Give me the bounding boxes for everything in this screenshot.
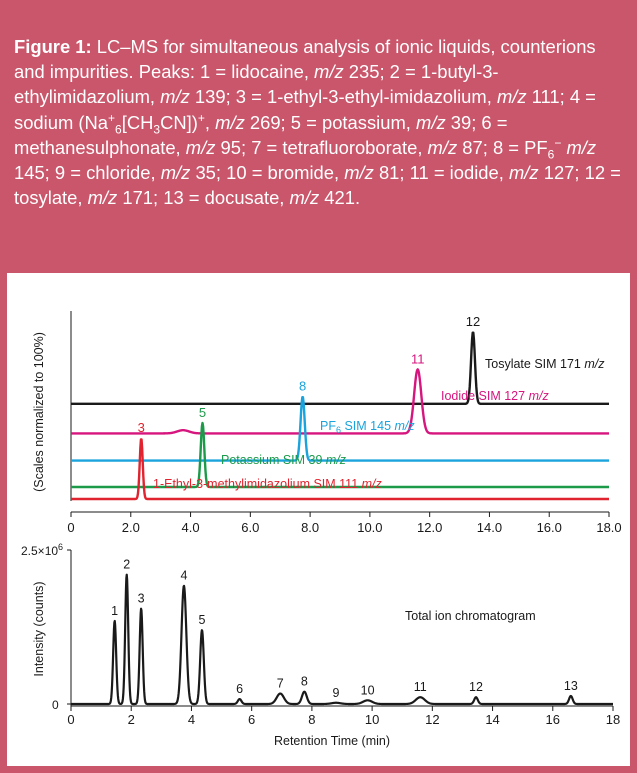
caption-text: m/z (496, 86, 527, 108)
top-x-tick-label: 0 (67, 520, 74, 535)
caption-text: m/z (344, 162, 374, 184)
bottom-x-tick-label: 4 (188, 712, 195, 727)
tic-peak-label: 4 (180, 569, 187, 583)
chart-panel: 0 2.0 4.0 6.0 8.0 10.0 12.0 14.0 16.0 18.0 (Scales… (7, 273, 630, 766)
tic-peak-label: 6 (236, 682, 243, 696)
caption-text: 269; 5 = potassium, (244, 111, 417, 133)
caption-text: m/z (508, 162, 539, 184)
bottom-x-tick-label: 6 (248, 712, 255, 727)
caption-text: CN]) (160, 111, 198, 133)
bottom-x-tick-label: 10 (365, 712, 379, 727)
bottom-x-tick-label: 18 (606, 712, 620, 727)
caption-text: m/z (427, 136, 458, 158)
tic-peak-label: 7 (277, 677, 284, 691)
caption-text: 39; 6 = methanesulphonate, (14, 111, 508, 158)
trace-line (70, 331, 610, 405)
tic-peak-label: 3 (138, 592, 145, 606)
trace-peak-label: 5 (199, 405, 206, 420)
caption-text: m/z (215, 111, 245, 133)
bottom-x-tick-label: 12 (425, 712, 439, 727)
bottom-x-tick-label: 0 (67, 712, 74, 727)
trace-peak-label: 3 (138, 420, 145, 435)
trace-label: 1-Ethyl-3-methylimidazolium SIM 111 m/z (153, 477, 383, 491)
trace-label: Iodide SIM 127 m/z (441, 389, 549, 403)
trace-label: Potassium SIM 39 m/z (221, 453, 347, 467)
bottom-x-tick-label: 14 (485, 712, 499, 727)
caption-text: 6 (547, 147, 555, 162)
bottom-x-tick-label: 16 (546, 712, 560, 727)
tic-peak-label: 2 (123, 558, 130, 572)
trace-peak-label: 8 (299, 379, 306, 394)
bottom-y-axis-label: Intensity (counts) (32, 581, 46, 676)
bottom-x-axis-label: Retention Time (min) (274, 734, 390, 748)
top-x-tick-label: 14.0 (477, 520, 502, 535)
caption-text: [CH (121, 111, 154, 133)
caption-text: 81; 11 = iodide, (373, 162, 509, 184)
bottom-x-tick-label: 2 (128, 712, 135, 727)
caption-text: + (108, 110, 116, 125)
trace-line (70, 396, 610, 462)
caption-text: m/z (160, 162, 191, 184)
caption-text: 421. (319, 187, 361, 209)
trace-label: PF6 SIM 145 m/z (320, 419, 415, 435)
top-x-tick-label: 2.0 (122, 520, 140, 535)
top-x-tick-label: 16.0 (537, 520, 562, 535)
caption-text: m/z (289, 187, 320, 209)
caption-text: 95; 7 = tetrafluoroborate, (215, 136, 428, 158)
caption-text: m/z (87, 187, 118, 209)
caption-text: 87; 8 = PF (457, 136, 548, 158)
top-y-axis-label: (Scales normalized to 100%) (32, 332, 46, 492)
caption-text: m/z (566, 136, 597, 158)
trace-line (70, 368, 610, 435)
tic-peak-label: 1 (111, 604, 118, 618)
caption-text: 111; 4 = sodium (Na (14, 86, 596, 133)
tic-peak-label: 9 (333, 686, 340, 700)
tic-peak-label: 12 (469, 680, 483, 694)
figure-caption: Figure 1: LC–MS for simultaneous analysi… (14, 34, 626, 210)
top-x-tick-label: 8.0 (301, 520, 319, 535)
caption-text: m/z (160, 86, 190, 108)
caption-label: Figure 1: (14, 36, 92, 57)
trace-line (70, 421, 610, 489)
caption-text: m/z (416, 111, 446, 133)
chart-svg: 0 2.0 4.0 6.0 8.0 10.0 12.0 14.0 16.0 18.0 (Scales… (21, 311, 622, 748)
bottom-y-max-label: 2.5×106 (21, 542, 63, 558)
caption-text: m/z (314, 61, 344, 83)
caption-text: 35; 10 = bromide, (190, 162, 345, 184)
top-x-tick-label: 10.0 (357, 520, 382, 535)
caption-text: 235; 2 = 1-butyl-3-ethylimidazolium, (14, 61, 499, 108)
caption-text: , (204, 111, 216, 133)
tic-trace-line (70, 573, 614, 706)
caption-text: 145; 9 = chloride, (14, 162, 161, 184)
caption-text: 127; 12 = tosylate, (14, 162, 621, 209)
caption-text: 6 (115, 122, 122, 137)
caption-text: LC–MS for simultaneous analysis of ionic… (14, 36, 596, 83)
caption-text: + (197, 110, 205, 125)
caption-text: − (554, 135, 562, 150)
tic-peak-label: 8 (301, 675, 308, 689)
tic-peak-label: 10 (361, 683, 375, 697)
trace-label: Tosylate SIM 171 m/z (485, 357, 605, 371)
caption-text: 139; 3 = 1-ethyl-3-ethyl-imidazolium, (189, 86, 497, 108)
caption-text: 171; 13 = docusate, (117, 187, 290, 209)
top-x-tick-label: 6.0 (241, 520, 259, 535)
trace-line (70, 438, 610, 501)
tic-peak-label: 11 (414, 680, 427, 694)
top-x-tick-label: 12.0 (417, 520, 442, 535)
tic-peak-label: 5 (199, 613, 206, 627)
trace-peak-label: 12 (466, 314, 480, 329)
top-x-tick-label: 4.0 (182, 520, 200, 535)
top-x-tick-label: 18.0 (596, 520, 621, 535)
tic-peak-label: 13 (564, 679, 578, 693)
caption-text: 3 (153, 122, 161, 137)
trace-peak-label: 11 (411, 351, 425, 366)
bottom-x-tick-label: 8 (308, 712, 315, 727)
bottom-chart-title: Total ion chromatogram (405, 609, 536, 623)
bottom-y-zero-label: 0 (52, 698, 59, 712)
caption-text: m/z (185, 136, 216, 158)
